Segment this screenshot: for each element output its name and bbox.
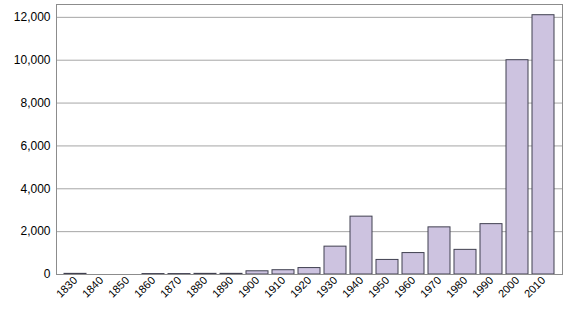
svg-text:1970: 1970: [418, 274, 444, 300]
svg-text:2000: 2000: [496, 274, 522, 300]
svg-text:2010: 2010: [522, 274, 548, 300]
svg-text:1990: 1990: [470, 274, 496, 300]
svg-text:1960: 1960: [392, 274, 418, 300]
svg-text:10,000: 10,000: [14, 53, 51, 67]
svg-text:1860: 1860: [132, 274, 158, 300]
svg-text:1890: 1890: [210, 274, 236, 300]
svg-text:2,000: 2,000: [20, 224, 50, 238]
svg-text:1980: 1980: [444, 274, 470, 300]
svg-text:12,000: 12,000: [14, 10, 51, 24]
svg-text:8,000: 8,000: [20, 96, 50, 110]
svg-text:0: 0: [44, 267, 51, 281]
svg-text:4,000: 4,000: [20, 182, 50, 196]
svg-text:1850: 1850: [106, 274, 132, 300]
svg-text:1840: 1840: [80, 274, 106, 300]
svg-text:1900: 1900: [236, 274, 262, 300]
svg-text:1920: 1920: [288, 274, 314, 300]
svg-text:1830: 1830: [54, 274, 80, 300]
svg-text:1870: 1870: [158, 274, 184, 300]
svg-text:1950: 1950: [366, 274, 392, 300]
svg-text:6,000: 6,000: [20, 139, 50, 153]
svg-text:1940: 1940: [340, 274, 366, 300]
svg-text:1930: 1930: [314, 274, 340, 300]
svg-text:1910: 1910: [262, 274, 288, 300]
svg-text:1880: 1880: [184, 274, 210, 300]
